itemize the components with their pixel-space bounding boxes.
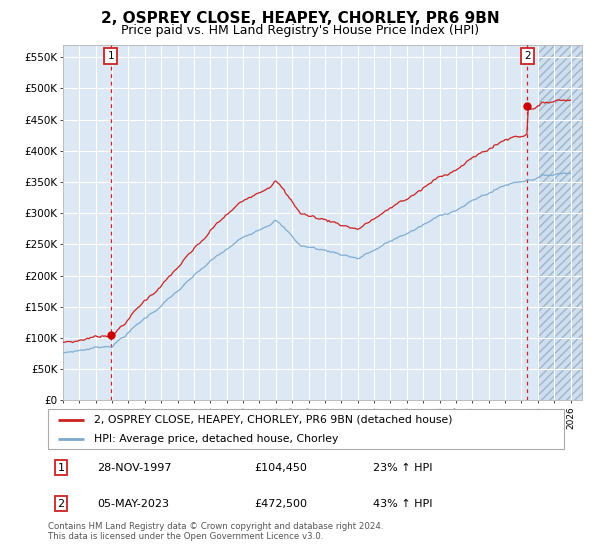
- Text: 28-NOV-1997: 28-NOV-1997: [97, 463, 172, 473]
- Text: £472,500: £472,500: [254, 499, 307, 509]
- Text: 43% ↑ HPI: 43% ↑ HPI: [373, 499, 433, 509]
- Text: 1: 1: [58, 463, 64, 473]
- Text: 2: 2: [58, 499, 64, 509]
- Text: 2, OSPREY CLOSE, HEAPEY, CHORLEY, PR6 9BN: 2, OSPREY CLOSE, HEAPEY, CHORLEY, PR6 9B…: [101, 11, 499, 26]
- Text: £104,450: £104,450: [254, 463, 307, 473]
- Text: 05-MAY-2023: 05-MAY-2023: [97, 499, 169, 509]
- FancyBboxPatch shape: [48, 409, 564, 449]
- Text: Price paid vs. HM Land Registry's House Price Index (HPI): Price paid vs. HM Land Registry's House …: [121, 24, 479, 36]
- Text: 2: 2: [524, 51, 531, 61]
- Text: HPI: Average price, detached house, Chorley: HPI: Average price, detached house, Chor…: [94, 434, 339, 444]
- Bar: [538, 45, 582, 400]
- Text: 2, OSPREY CLOSE, HEAPEY, CHORLEY, PR6 9BN (detached house): 2, OSPREY CLOSE, HEAPEY, CHORLEY, PR6 9B…: [94, 415, 453, 424]
- Bar: [538, 45, 582, 400]
- Text: Contains HM Land Registry data © Crown copyright and database right 2024.
This d: Contains HM Land Registry data © Crown c…: [48, 522, 383, 542]
- Text: 1: 1: [107, 51, 114, 61]
- Text: 23% ↑ HPI: 23% ↑ HPI: [373, 463, 433, 473]
